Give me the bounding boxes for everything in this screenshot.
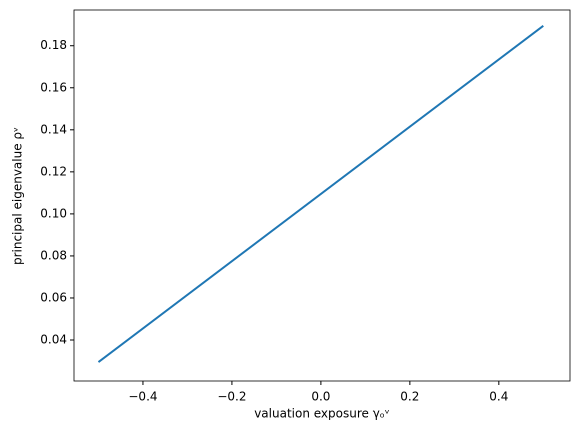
y-tick-label: 0.06	[40, 290, 67, 304]
y-tick-label: 0.16	[40, 80, 67, 94]
x-tick-label: 0.0	[311, 390, 330, 404]
y-tick-label: 0.14	[40, 122, 67, 136]
y-tick-label: 0.08	[40, 248, 67, 262]
y-axis-label: principal eigenvalue ρᵛ	[11, 127, 25, 265]
x-tick-label: −0.4	[128, 390, 157, 404]
y-tick-label: 0.12	[40, 164, 67, 178]
y-tick-label: 0.04	[40, 333, 67, 347]
x-axis-label: valuation exposure γₒᵛ	[254, 407, 390, 421]
x-tick-label: 0.4	[489, 390, 508, 404]
y-tick-label: 0.18	[40, 38, 67, 52]
axes-frame	[73, 9, 571, 382]
x-tick-label: −0.2	[217, 390, 246, 404]
x-tick-label: 0.2	[400, 390, 419, 404]
line-series	[97, 24, 544, 363]
y-tick-label: 0.10	[40, 206, 67, 220]
